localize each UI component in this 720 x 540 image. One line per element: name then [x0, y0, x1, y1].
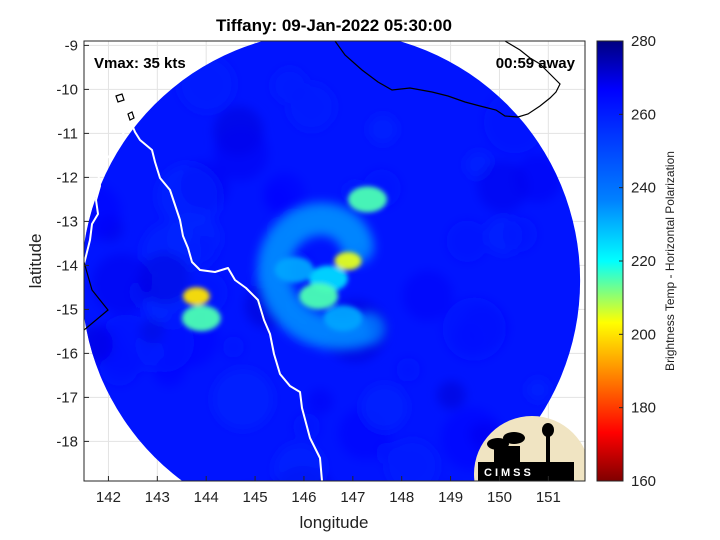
y-tick-label: -12 — [56, 169, 78, 186]
swath-texture-blob — [502, 216, 538, 252]
colorbar-tick-label: 180 — [631, 400, 656, 417]
swath-texture-blob — [140, 318, 165, 344]
swath-texture-blob — [361, 384, 408, 431]
swath-detail — [84, 56, 563, 481]
colorbar-tick-label: 260 — [631, 106, 656, 123]
swath-texture-blob — [213, 126, 269, 181]
swath-texture-blob — [368, 114, 398, 145]
x-axis-ticks: 142 143 144 145 146 147 148 149 150 151 — [96, 476, 561, 506]
vmax-label: Vmax: 35 kts — [94, 55, 186, 72]
feature-core-south — [299, 283, 339, 310]
colorbar — [596, 40, 624, 482]
swath-texture-blob — [437, 380, 466, 410]
swath-disc — [84, 41, 581, 481]
x-tick-label: 142 — [96, 489, 121, 506]
coastline-islands — [115, 93, 135, 121]
x-tick-label: 147 — [340, 489, 365, 506]
time-away-label: 00:59 away — [496, 55, 576, 72]
convective-features — [181, 186, 387, 352]
y-axis-ticks: -9 -10 -11 -12 -13 -14 -15 -16 -17 -18 — [56, 37, 89, 450]
plot-frame — [83, 40, 586, 482]
coastline — [84, 119, 323, 481]
y-tick-label: -18 — [56, 433, 78, 450]
x-tick-label: 150 — [487, 489, 512, 506]
swath-texture-blob — [386, 439, 439, 481]
swath-texture-blob — [84, 324, 114, 364]
swath-texture-blob — [84, 183, 121, 240]
swath-texture-blob — [477, 161, 529, 213]
feature-cell-coast-2 — [181, 305, 221, 332]
x-tick-label: 151 — [536, 489, 561, 506]
swath-texture-blob — [222, 336, 245, 358]
plot-area — [84, 41, 581, 481]
y-tick-label: -10 — [56, 81, 78, 98]
coastline-outline-outside — [84, 41, 561, 331]
y-tick-label: -13 — [56, 213, 78, 230]
feature-core-north — [334, 252, 362, 270]
coastline-west — [84, 119, 131, 265]
colorbar-ticks: 280 260 240 220 200 180 160 — [619, 33, 656, 490]
colorbar-tick-label: 280 — [631, 33, 656, 50]
swath-texture-blob — [442, 297, 507, 361]
y-axis-label: latitude — [26, 234, 45, 289]
logo-text: CIMSS — [484, 467, 534, 479]
x-tick-label: 146 — [291, 489, 316, 506]
logo-tower-dome — [542, 423, 554, 437]
x-tick-label: 145 — [243, 489, 268, 506]
x-tick-label: 143 — [145, 489, 170, 506]
x-tick-label: 148 — [389, 489, 414, 506]
swath-texture-blob — [264, 184, 292, 213]
swath-texture-blob — [446, 220, 489, 263]
coastline-cape-york — [129, 119, 323, 481]
colorbar-tick-label: 240 — [631, 180, 656, 197]
x-tick-label: 144 — [194, 489, 219, 506]
brightness-swath — [84, 41, 581, 481]
core-features — [181, 186, 387, 332]
swath-texture-blob — [396, 357, 421, 382]
colorbar-tick-label: 200 — [631, 326, 656, 343]
feature-band-south — [323, 305, 363, 332]
y-tick-label: -9 — [65, 37, 78, 54]
swath-texture-blob — [307, 388, 334, 415]
swath-texture-blob — [156, 164, 221, 228]
feature-band-west — [274, 256, 314, 283]
swath-texture-blob — [187, 235, 218, 266]
colorbar-tick-label: 160 — [631, 473, 656, 490]
swath-texture-blob — [287, 83, 336, 131]
x-tick-label: 149 — [438, 489, 463, 506]
y-tick-label: -11 — [57, 125, 78, 142]
logo-dish-base — [494, 446, 520, 462]
feature-eyewall-north-arm — [347, 186, 387, 213]
swath-texture-blob — [91, 253, 153, 315]
swath-texture-blob — [212, 368, 274, 430]
y-tick-label: -15 — [56, 301, 78, 318]
y-tick-label: -17 — [56, 389, 78, 406]
swath-texture-blob — [273, 443, 325, 481]
cimss-logo: CIMSS — [474, 416, 585, 481]
chart-title: Tiffany: 09-Jan-2022 05:30:00 — [216, 16, 452, 35]
swath-texture-blob — [402, 270, 453, 322]
coastline-west-outside — [84, 261, 109, 331]
coastline-papua — [334, 41, 561, 118]
y-tick-label: -16 — [56, 345, 78, 362]
feature-cell-coast-1 — [182, 287, 210, 306]
swath-texture-blob — [138, 252, 191, 305]
logo-dish-mid — [503, 432, 525, 444]
x-axis-label: longitude — [299, 513, 368, 532]
colorbar-tick-label: 220 — [631, 253, 656, 270]
colorbar-label: Brightness Temp - Horizontal Polarizatio… — [663, 151, 677, 371]
y-tick-label: -14 — [56, 257, 78, 274]
logo-building — [478, 462, 574, 481]
swath-texture-blob — [526, 378, 550, 402]
logo-tower — [546, 434, 550, 462]
